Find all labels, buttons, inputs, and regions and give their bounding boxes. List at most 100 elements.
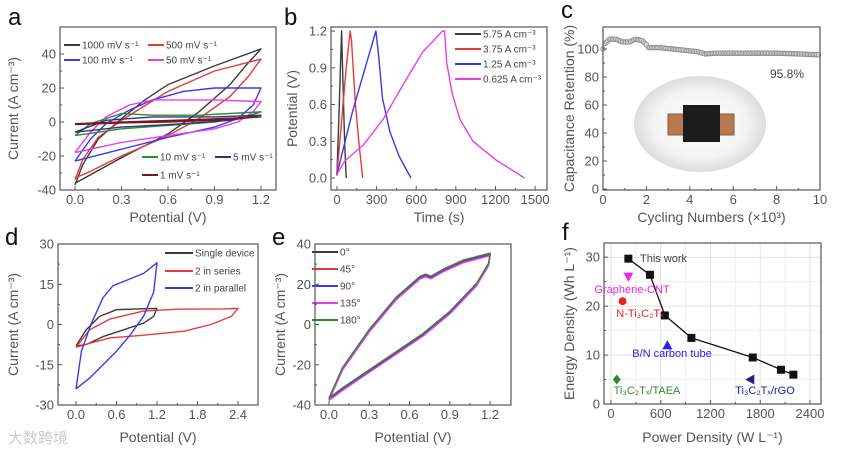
- device-film: [683, 105, 720, 142]
- data-point-square: [789, 370, 798, 379]
- y-tick-label: 40: [585, 126, 599, 141]
- y-tick-label: 1.2: [309, 24, 327, 39]
- series-line: [328, 255, 491, 402]
- panel-e: e 0° 45° 90° 135° 180° 0.0 0.3 0.6 0.9 1.2 -40 -20 0 2…: [272, 224, 512, 445]
- legend-label: 5.75 A cm⁻³: [483, 30, 536, 41]
- x-tick-label: 0.0: [320, 407, 338, 422]
- y-tick-label: 0.3: [309, 134, 327, 149]
- y-tick-label: 20: [586, 299, 600, 314]
- point-label: This work: [640, 253, 688, 265]
- x-tick-label: 8: [773, 192, 780, 207]
- y-tick-label: 15: [40, 277, 54, 292]
- y-axis-label: Current (A cm⁻³): [5, 57, 21, 160]
- y-tick-label: 0: [593, 397, 600, 412]
- x-axis-label: Cycling Numbers (×10³): [637, 209, 785, 225]
- data-point-square: [687, 333, 696, 342]
- legend-label: 135°: [340, 299, 361, 310]
- series-line: [75, 262, 158, 390]
- y-axis-label: Energy Density (Wh L⁻¹): [561, 247, 577, 400]
- legend-label: 90°: [340, 282, 355, 293]
- data-point-diamond: [612, 374, 621, 385]
- y-tick-label: 10: [586, 348, 600, 363]
- x-axis-label: Potential (V): [374, 429, 451, 445]
- plot-frame: [603, 242, 822, 405]
- series-line: [75, 307, 158, 347]
- x-tick-label: 0.6: [159, 192, 177, 207]
- x-tick-label: 0.6: [400, 407, 418, 422]
- y-tick-label: 0.6: [309, 97, 327, 112]
- series-line: [336, 30, 525, 179]
- x-tick-label: 1200: [481, 192, 510, 207]
- y-tick-label: 20: [297, 277, 311, 292]
- x-tick-label: 2: [643, 192, 650, 207]
- x-tick-label: 1500: [521, 192, 550, 207]
- legend-label: 0.625 A cm⁻³: [483, 75, 542, 86]
- x-axis-label: Power Density (W L⁻¹): [642, 429, 782, 445]
- y-tick-label: 0: [592, 182, 599, 197]
- x-tick-label: 0.9: [441, 407, 459, 422]
- x-tick-label: 6: [730, 192, 737, 207]
- y-tick-label: 80: [585, 69, 599, 84]
- legend-label: 10 mV s⁻¹: [160, 153, 206, 164]
- x-tick-label: 0.6: [107, 407, 125, 422]
- x-tick-label: 1.2: [252, 192, 270, 207]
- legend-label: 50 mV s⁻¹: [166, 56, 212, 67]
- y-tick-label: 30: [586, 250, 600, 265]
- device-photo-inset: [634, 76, 766, 172]
- x-tick-label: 900: [445, 192, 467, 207]
- point-label: Ti₃C₂Tₓ/rGO: [735, 385, 795, 397]
- y-tick-label: 20: [585, 154, 599, 169]
- x-tick-label: 0.0: [67, 407, 85, 422]
- x-axis-label: Potential (V): [129, 209, 206, 225]
- watermark-logo: 大数跨境: [8, 429, 68, 447]
- data-point-square: [624, 254, 633, 263]
- y-tick-label: 40: [42, 47, 56, 62]
- x-axis-label: Time (s): [414, 209, 465, 225]
- panel-letter: d: [5, 224, 18, 251]
- y-tick-label: -20: [37, 149, 56, 164]
- y-tick-label: 20: [42, 81, 56, 96]
- series-line: [328, 252, 491, 399]
- data-point-triangle: [623, 272, 634, 282]
- x-axis-label: Potential (V): [119, 429, 196, 445]
- data-point-square: [748, 353, 757, 362]
- y-tick-label: -40: [292, 398, 311, 413]
- x-tick-label: 1200: [696, 406, 725, 421]
- retention-annotation: 95.8%: [770, 67, 804, 81]
- x-tick-label: 1800: [746, 406, 775, 421]
- x-tick-label: 1.2: [148, 407, 166, 422]
- y-axis-label: Capacitance Retention (%): [561, 25, 577, 192]
- legend-label: 0°: [340, 248, 350, 259]
- legend-label: 1.25 A cm⁻³: [483, 60, 536, 71]
- series-line: [75, 307, 239, 348]
- legend-label: 1000 mV s⁻¹: [82, 41, 139, 52]
- legend-label: 2 in parallel: [195, 284, 246, 295]
- series-line: [74, 87, 262, 162]
- x-tick-label: 0: [599, 192, 606, 207]
- y-tick-label: 0: [304, 317, 311, 332]
- x-tick-label: 10: [813, 192, 827, 207]
- point-label: N-Ti₃C₂Tₓ: [616, 308, 664, 320]
- legend-label: Single device: [195, 249, 255, 260]
- x-tick-label: 2400: [796, 406, 825, 421]
- series-line: [328, 253, 491, 400]
- series-line: [74, 114, 262, 133]
- y-tick-label: -20: [292, 357, 311, 372]
- y-tick-label: 0: [47, 317, 54, 332]
- panel-a: a 1000 mV s⁻¹ 500 mV s⁻¹ 100 mV s⁻¹ 50 mV s⁻…: [5, 4, 277, 225]
- x-tick-label: 1.8: [188, 407, 206, 422]
- x-tick-label: 4: [686, 192, 693, 207]
- legend-label: 5 mV s⁻¹: [233, 153, 273, 164]
- x-tick-label: 600: [405, 192, 427, 207]
- x-tick-label: 0.3: [360, 407, 378, 422]
- series-line: [336, 30, 347, 179]
- series-line: [74, 58, 262, 181]
- data-point-square: [660, 311, 669, 320]
- panel-d: d Single device 2 in series 2 in parallel 0.…: [5, 224, 259, 445]
- y-tick-label: 0.9: [309, 60, 327, 75]
- y-tick-label: 60: [585, 97, 599, 112]
- legend-label: 100 mV s⁻¹: [82, 56, 134, 67]
- y-tick-label: 0: [49, 115, 56, 130]
